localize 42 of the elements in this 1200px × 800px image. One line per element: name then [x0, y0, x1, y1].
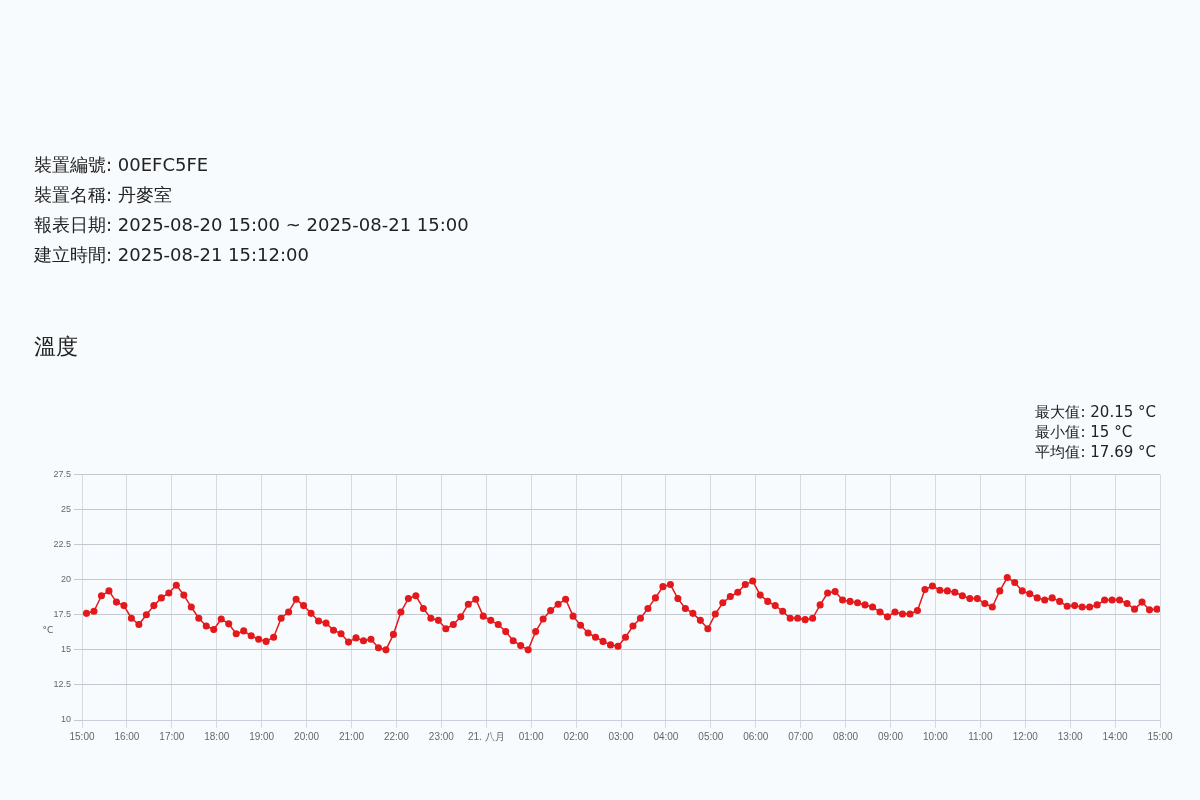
x-tick-label: 07:00	[788, 730, 814, 742]
text: 最大值: 20.15 °C	[1035, 402, 1156, 422]
y-tick-label: 15	[60, 644, 71, 655]
x-tick-label: 11:00	[968, 730, 993, 742]
x-tick-label: 21. 八月	[467, 730, 505, 742]
text: 最小值: 15 °C	[1035, 422, 1134, 442]
x-tick-label: 08:00	[833, 730, 859, 742]
x-tick-label: 23:00	[428, 730, 455, 742]
x-tick-label: 10:00	[922, 730, 949, 742]
x-tick-label: 05:00	[698, 730, 724, 742]
x-tick-label: 02:00	[563, 730, 590, 742]
y-tick-label: 27.5	[53, 468, 71, 479]
y-tick-label: 25	[60, 503, 71, 514]
x-tick-label: 19:00	[249, 730, 275, 742]
x-tick-label: 04:00	[653, 730, 679, 742]
x-tick-label: 18:00	[204, 730, 230, 742]
y-tick-label: 10	[60, 714, 71, 725]
text: 報表日期: 2025-08-20 15:00 ~ 2025-08-21 15:00	[34, 213, 469, 237]
text: 平均值: 17.69 °C	[1035, 442, 1156, 462]
x-tick-label: 06:00	[743, 730, 769, 742]
text: 建立時間: 2025-08-21 15:12:00	[34, 243, 310, 267]
chart-title: 溫度	[34, 333, 78, 361]
y-tick-label: 12.5	[53, 679, 71, 690]
x-tick-label: 12:00	[1012, 730, 1039, 742]
y-tick-label: 17.5	[53, 609, 71, 620]
x-tick-label: 13:00	[1057, 730, 1084, 742]
x-tick-label: 14:00	[1102, 730, 1129, 742]
y-tick-label: 20	[60, 574, 71, 585]
x-tick-label: 16:00	[114, 730, 140, 742]
x-tick-label: 01:00	[518, 730, 545, 742]
x-tick-label: 22:00	[383, 730, 410, 742]
x-tick-label: 20:00	[294, 730, 320, 742]
x-tick-label: 21:00	[338, 730, 365, 742]
x-tick-label: 09:00	[877, 730, 904, 742]
text: 裝置編號: 00EFC5FE	[34, 153, 210, 177]
x-tick-label: 15:00	[69, 730, 95, 742]
y-tick-label: 22.5	[53, 539, 71, 550]
x-tick-label: 17:00	[159, 730, 185, 742]
y-axis-title: °C	[42, 624, 54, 635]
text: 裝置名稱: 丹麥室	[34, 183, 173, 207]
x-tick-label: 15:00	[1147, 730, 1173, 742]
x-tick-label: 03:00	[608, 730, 634, 742]
